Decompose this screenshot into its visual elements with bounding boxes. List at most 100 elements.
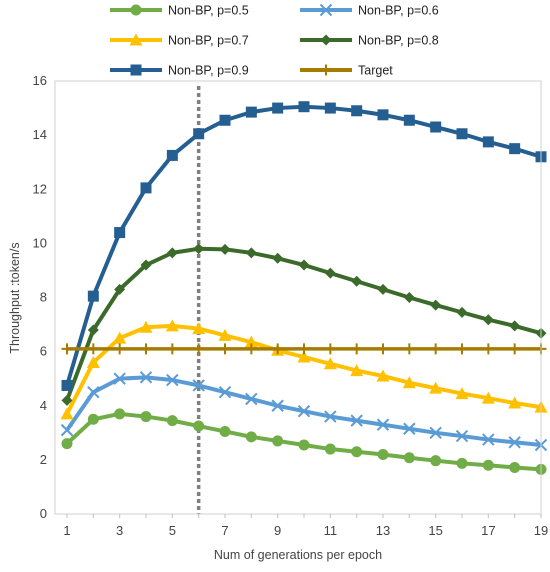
y-tick-label: 8 [40,290,47,305]
y-tick-label: 0 [40,506,47,521]
data-point [245,106,257,118]
data-point [482,314,494,326]
data-point [456,457,468,469]
data-point [140,343,152,355]
legend-swatch-marker [320,64,332,76]
data-point [324,443,336,455]
data-point [193,343,205,355]
data-point [455,387,469,400]
data-point [60,423,74,437]
data-point [87,324,99,336]
data-point [245,431,257,443]
legend-swatch-marker [130,4,142,16]
x-tick-label: 19 [534,523,548,538]
data-point [324,343,336,355]
legend-entry: Non-BP, p=0.8 [300,34,439,48]
data-point [509,320,521,332]
legend-swatch-marker [320,34,332,46]
data-point [87,290,99,302]
data-point [351,343,363,355]
y-tick-label: 12 [33,181,47,196]
data-point [324,102,336,114]
legend-label: Non-BP, p=0.6 [358,4,439,18]
series-non-bp-p-0-7 [60,319,548,420]
data-point [218,386,232,399]
legend-label: Non-BP, p=0.8 [358,34,439,48]
x-tick-label: 15 [428,523,442,538]
data-point [351,446,363,458]
data-point [192,322,206,335]
y-tick-label: 2 [40,452,47,467]
data-point [140,411,152,423]
x-tick-label: 11 [324,523,338,538]
data-point [455,429,469,443]
data-point [166,247,178,259]
data-point [403,343,415,355]
data-point [140,259,152,271]
data-point [430,121,442,133]
data-point [298,101,310,113]
series-non-bp-p-0-5 [61,408,547,475]
data-point [429,381,443,394]
legend-label: Non-BP, p=0.7 [168,34,249,48]
data-point [482,136,494,148]
data-point [403,292,415,303]
y-axis-title: Throughput :token/s [8,242,22,353]
data-point [456,306,468,318]
data-point [87,343,99,355]
data-point [376,369,390,382]
data-point [272,343,284,355]
data-point [219,425,231,437]
legend-swatch-marker [129,33,143,46]
data-point [165,319,179,332]
data-point [61,343,73,355]
legend-entry: Non-BP, p=0.6 [300,4,439,18]
data-point [350,414,363,427]
y-tick-label: 10 [33,235,47,250]
data-point [456,343,468,355]
data-point [245,392,258,406]
x-tick-label: 13 [376,523,390,538]
data-point [166,415,178,427]
data-point [482,459,494,471]
x-tick-label: 17 [481,523,495,538]
data-point [509,143,521,155]
data-point [166,343,178,355]
data-point [219,114,231,126]
data-point [114,227,126,239]
data-point [61,394,73,406]
data-point [430,299,442,311]
data-point [297,350,311,363]
data-point [219,343,231,355]
x-tick-label: 3 [116,523,123,538]
data-point [139,320,153,333]
x-tick-label: 5 [169,523,176,538]
data-point [324,410,337,423]
data-point [60,407,74,420]
series-line [65,323,542,415]
data-point [403,452,415,464]
data-point [114,343,126,355]
data-point [87,413,99,425]
data-point [482,343,494,355]
data-point [377,109,389,121]
x-tick-label: 1 [63,523,70,538]
data-point [218,328,232,341]
data-point [509,461,521,473]
data-point [377,283,389,295]
legend-label: Target [358,64,393,78]
legend-label: Non-BP, p=0.5 [168,4,249,18]
data-point [61,438,73,450]
series-target [61,343,547,355]
data-point [114,283,126,295]
x-tick-label: 9 [274,523,281,538]
data-point [429,426,442,440]
data-point [271,399,284,412]
data-point [166,149,178,161]
legend-entry: Target [300,64,393,78]
data-point [245,343,257,355]
series-non-bp-p-0-8 [61,243,547,406]
legend-entry: Non-BP, p=0.7 [110,33,249,48]
y-tick-label: 14 [33,127,47,142]
